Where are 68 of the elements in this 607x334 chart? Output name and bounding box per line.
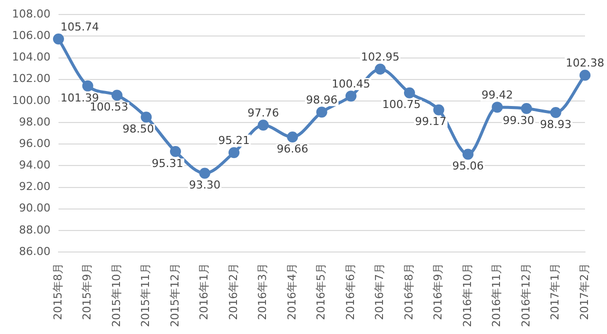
data-label: 96.66: [276, 142, 308, 156]
point: [82, 80, 94, 92]
x-tick-label: 2016年5月: [314, 263, 328, 320]
y-tick-label: 88.00: [18, 223, 50, 236]
point: [433, 104, 444, 116]
y-tick-label: 108.00: [12, 7, 50, 20]
point: [492, 102, 503, 113]
y-tick-label: 94.00: [18, 158, 50, 172]
point: [404, 87, 415, 98]
data-label: 93.30: [188, 178, 220, 192]
point: [550, 106, 562, 118]
point: [580, 70, 590, 81]
data-label: 98.50: [122, 122, 154, 136]
point: [170, 146, 181, 158]
point: [374, 64, 386, 75]
data-label: 99.17: [414, 115, 446, 128]
point: [316, 106, 328, 118]
x-tick-label: 2015年8月: [51, 263, 64, 320]
data-label: 105.74: [60, 20, 99, 34]
y-tick-label: 92.00: [18, 180, 50, 194]
x-tick-label: 2016年6月: [344, 263, 357, 320]
y-tick-label: 90.00: [18, 202, 50, 215]
x-tick-label: 2015年10月: [110, 263, 123, 328]
y-tick-label: 104.00: [12, 50, 50, 64]
point: [345, 90, 356, 102]
y-tick-label: 100.00: [12, 94, 50, 107]
x-tick-label: 2016年3月: [256, 263, 270, 320]
y-tick-label: 106.00: [12, 29, 50, 42]
data-label: 102.95: [360, 50, 400, 64]
x-tick-label: 2016年1月: [198, 263, 211, 320]
x-tick-label: 2016年7月: [373, 263, 386, 320]
data-label: 99.30: [502, 114, 534, 127]
x-tick-label: 2015年11月: [139, 263, 152, 328]
x-tick-label: 2016年8月: [402, 263, 416, 320]
data-label: 100.53: [90, 100, 128, 114]
point: [228, 147, 240, 158]
y-tick-label: 96.00: [18, 136, 50, 150]
point: [199, 168, 210, 179]
point: [521, 102, 532, 114]
point: [52, 33, 64, 44]
point: [140, 112, 152, 123]
x-tick-label: 2016年10月: [460, 263, 474, 328]
data-label: 95.31: [152, 156, 184, 170]
data-label: 95.21: [218, 134, 250, 147]
y-tick-label: 102.00: [12, 72, 50, 86]
data-label: 97.76: [247, 106, 279, 120]
x-tick-label: 2017年2月: [578, 263, 591, 320]
point: [111, 90, 122, 101]
x-tick-label: 2015年9月: [80, 263, 94, 320]
data-label: 98.96: [306, 94, 338, 107]
x-tick-label: 2016年9月: [432, 263, 445, 320]
point: [286, 131, 298, 142]
x-tick-label: 2015年12月: [168, 263, 182, 328]
data-label: 99.42: [482, 88, 513, 102]
y-tick-label: 86.00: [18, 244, 50, 258]
y-tick-label: 98.00: [18, 115, 50, 128]
data-label: 102.38: [566, 56, 604, 70]
data-label: 100.45: [332, 77, 370, 90]
data-label: 100.75: [382, 98, 421, 112]
x-tick-label: 2016年4月: [285, 263, 298, 320]
point: [462, 148, 474, 160]
x-tick-label: 2016年11月: [490, 263, 504, 328]
x-tick-label: 2017年1月: [548, 263, 562, 320]
x-tick-label: 2016年2月: [226, 263, 240, 320]
x-tick-label: 2016年12月: [519, 263, 532, 328]
data-label: 98.93: [540, 118, 572, 131]
point: [258, 120, 269, 131]
data-label: 95.06: [452, 160, 484, 173]
